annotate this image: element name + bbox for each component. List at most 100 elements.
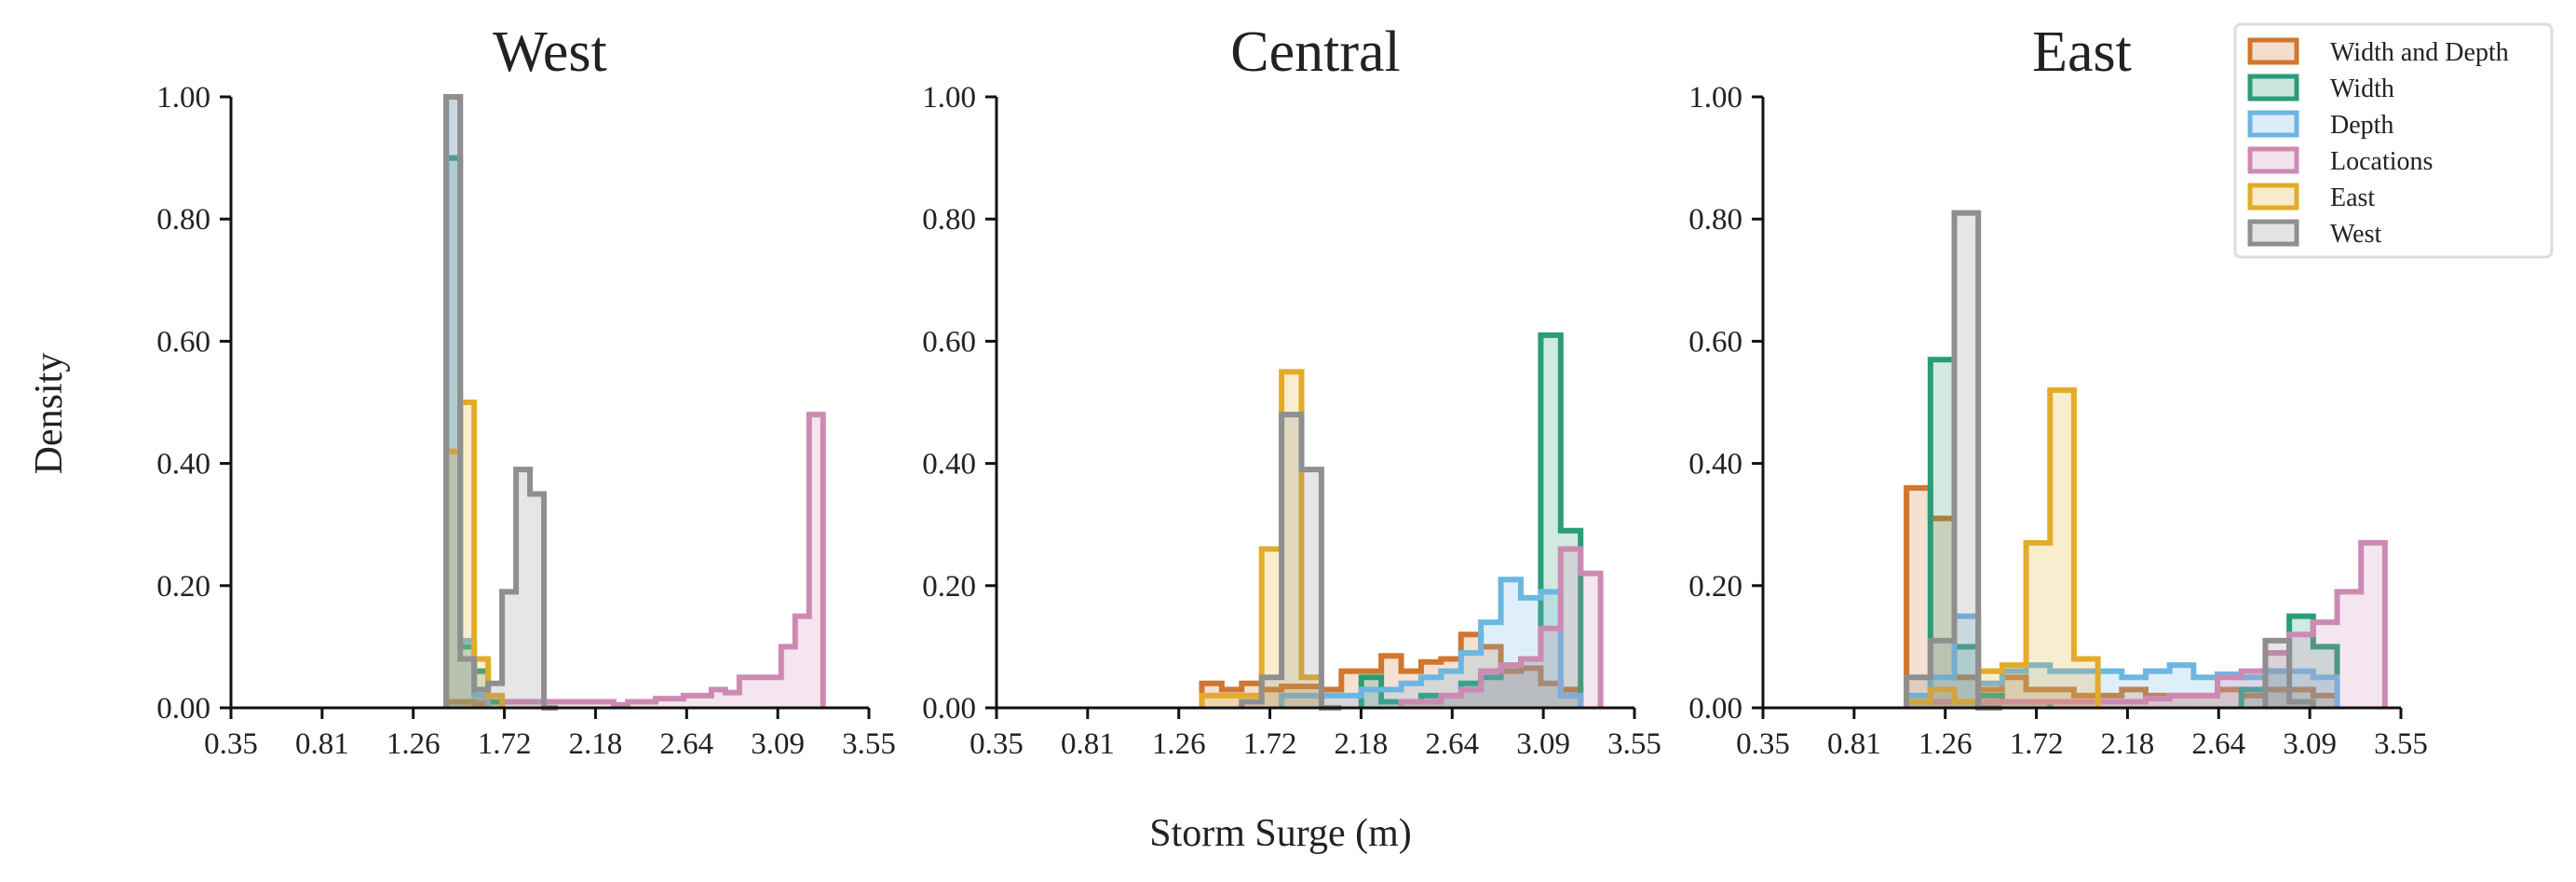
histogram-bar (2241, 689, 2266, 708)
legend-label: West (2330, 220, 2382, 249)
histogram-bar (794, 616, 809, 708)
histogram-bar (460, 646, 475, 708)
legend-label: East (2330, 183, 2375, 212)
histogram-bar (1540, 591, 1561, 708)
y-tick-label: 0.00 (1688, 692, 1742, 726)
histogram-bar (2265, 671, 2290, 708)
histogram-outline (1904, 210, 2316, 711)
histogram-bar (780, 646, 795, 708)
histogram-bar (808, 414, 823, 708)
x-tick-label: 3.55 (1607, 727, 1661, 761)
histogram-bar (446, 451, 461, 708)
histogram-bar (530, 494, 545, 708)
legend-item: Width (2247, 74, 2394, 103)
legend-label: Locations (2330, 147, 2433, 176)
histogram-bar (2241, 677, 2266, 708)
histogram-bar (474, 658, 489, 708)
histogram-bar (2146, 671, 2170, 708)
histogram-bar (1441, 695, 1461, 708)
y-tick-label: 1.00 (922, 81, 976, 115)
legend-item: Depth (2247, 110, 2393, 140)
histogram-bar (1520, 658, 1541, 708)
x-tick-label: 3.55 (2374, 727, 2428, 761)
x-tick-label: 2.64 (659, 727, 713, 761)
histogram-bar (2001, 701, 2027, 708)
legend-swatch (2247, 183, 2299, 210)
series-depth (1279, 577, 1584, 708)
histogram-bar (1906, 701, 1931, 708)
x-axis-title: Storm Surge (m) (1149, 812, 1412, 855)
series-locations (1398, 546, 1604, 708)
series-locations (1904, 539, 2388, 708)
histogram-bar (2312, 622, 2338, 708)
y-tick-label: 0.80 (922, 203, 976, 237)
x-tick-label: 2.64 (1425, 727, 1479, 761)
histogram-bar (446, 97, 461, 708)
legend-label: Depth (2330, 111, 2393, 140)
legend-item: West (2247, 219, 2382, 249)
histogram-bar (2050, 701, 2074, 708)
histogram-bar (1401, 671, 1421, 708)
histogram-bar (2169, 695, 2194, 708)
histogram-bar (1954, 212, 1979, 708)
y-tick-label: 0.60 (1688, 325, 1742, 359)
histogram-bar (474, 695, 489, 708)
histogram-bar (2026, 542, 2051, 708)
panel-east: East 0.00 0.20 0.40 0.60 0.80 1.00 0.35 0.81 1.26… (1688, 20, 2428, 761)
series-east (1904, 387, 2101, 708)
series-west (1239, 412, 1342, 711)
x-tick-label: 3.09 (1516, 727, 1570, 761)
histogram-bar (2312, 677, 2338, 708)
histogram-outline (1199, 369, 1324, 708)
histogram-bar (1560, 695, 1581, 708)
histogram-bar (516, 469, 531, 708)
histogram-bar (1401, 701, 1421, 708)
histogram-bar (558, 701, 573, 708)
x-tick-label: 2.18 (569, 727, 623, 761)
histogram-bar (460, 701, 475, 708)
histogram-bar (460, 701, 475, 708)
y-tick-label: 0.20 (156, 570, 210, 604)
histogram-bar (460, 402, 475, 708)
histogram-bar (1930, 689, 1955, 708)
legend-label: Width and Depth (2330, 38, 2509, 67)
histogram-bar (1906, 487, 1931, 708)
histogram-bar (1341, 671, 1362, 708)
histogram-bar (2289, 634, 2313, 708)
histogram-bar (1441, 695, 1461, 708)
histogram-bar (1580, 573, 1601, 708)
histogram-bar (516, 701, 531, 708)
histogram-bar (1281, 372, 1302, 708)
histogram-bar (2169, 695, 2194, 708)
histogram-bar (2001, 665, 2027, 708)
histogram-bar (1441, 671, 1461, 708)
histogram-outline (443, 412, 826, 708)
x-tick-label: 0.81 (1061, 727, 1115, 761)
histogram-bar (655, 699, 670, 708)
x-tick-label: 2.18 (2101, 727, 2155, 761)
histogram-bar (2073, 701, 2098, 708)
y-tick-label: 0.60 (922, 325, 976, 359)
histogram-outline (1904, 539, 2388, 708)
histogram-bar (1560, 549, 1581, 708)
x-tick-label: 1.72 (1243, 727, 1297, 761)
histogram-bar (1301, 695, 1322, 708)
histogram-bar (2001, 701, 2027, 708)
histogram-bar (2193, 695, 2218, 708)
histogram-bar (2361, 542, 2385, 708)
histogram-bar (752, 677, 767, 708)
histogram-bar (2146, 699, 2170, 708)
histogram-bar (2193, 695, 2218, 708)
histogram-bar (488, 701, 503, 708)
legend-swatch (2247, 219, 2299, 247)
series-west (443, 94, 559, 711)
histogram-bar (2337, 591, 2362, 708)
x-tick-label: 1.26 (1152, 727, 1206, 761)
histogram-bar (2265, 671, 2290, 708)
histogram-bar (1460, 689, 1482, 708)
histogram-bar (1906, 701, 1931, 708)
histogram-bar (2265, 689, 2290, 708)
legend-item: Width and Depth (2247, 37, 2509, 67)
histogram-bar (641, 701, 656, 708)
histogram-bar (1281, 695, 1302, 708)
